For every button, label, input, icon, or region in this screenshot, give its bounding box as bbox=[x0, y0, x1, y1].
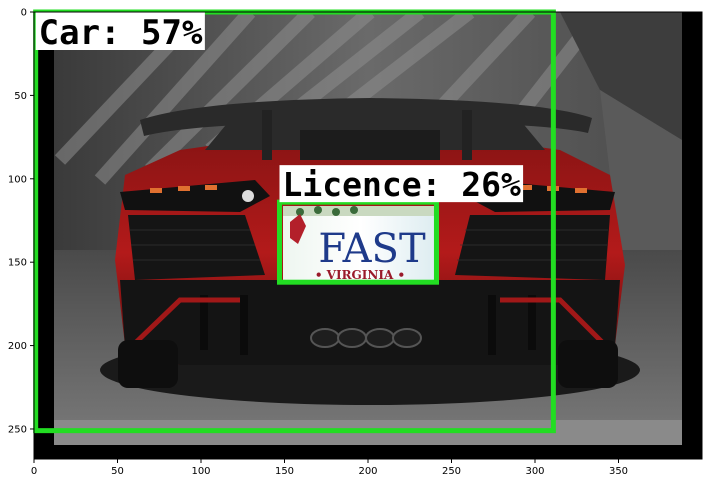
x-tick-label: 150 bbox=[275, 466, 294, 477]
car-photo: FAST • VIRGINIA • bbox=[34, 12, 702, 459]
x-tick-label: 350 bbox=[609, 466, 628, 477]
x-tick-label: 250 bbox=[442, 466, 461, 477]
car-detection-label: Car: 57% bbox=[39, 13, 203, 53]
plate-word: FAST bbox=[318, 226, 426, 272]
y-tick-label: 100 bbox=[8, 174, 27, 185]
x-tick-label: 300 bbox=[525, 466, 544, 477]
x-tick-label: 200 bbox=[358, 466, 377, 477]
y-tick-label: 50 bbox=[14, 91, 27, 102]
x-tick-label: 100 bbox=[191, 466, 210, 477]
y-tick-label: 150 bbox=[8, 258, 27, 269]
plate-state: • VIRGINIA • bbox=[315, 268, 405, 282]
x-axis: 0 50 100 150 200 250 300 350 bbox=[31, 459, 628, 477]
y-tick-label: 0 bbox=[21, 8, 27, 19]
licence-detection-label: Licence: 26% bbox=[282, 165, 521, 204]
licence-plate: FAST • VIRGINIA • bbox=[283, 206, 439, 284]
licence-label-background bbox=[279, 165, 524, 203]
car-label-background bbox=[35, 12, 205, 50]
x-tick-label: 0 bbox=[31, 466, 37, 477]
x-tick-label: 50 bbox=[111, 466, 124, 477]
y-tick-label: 200 bbox=[8, 341, 27, 352]
y-axis: 0 50 100 150 200 250 bbox=[8, 8, 34, 435]
y-tick-label: 250 bbox=[8, 424, 27, 435]
